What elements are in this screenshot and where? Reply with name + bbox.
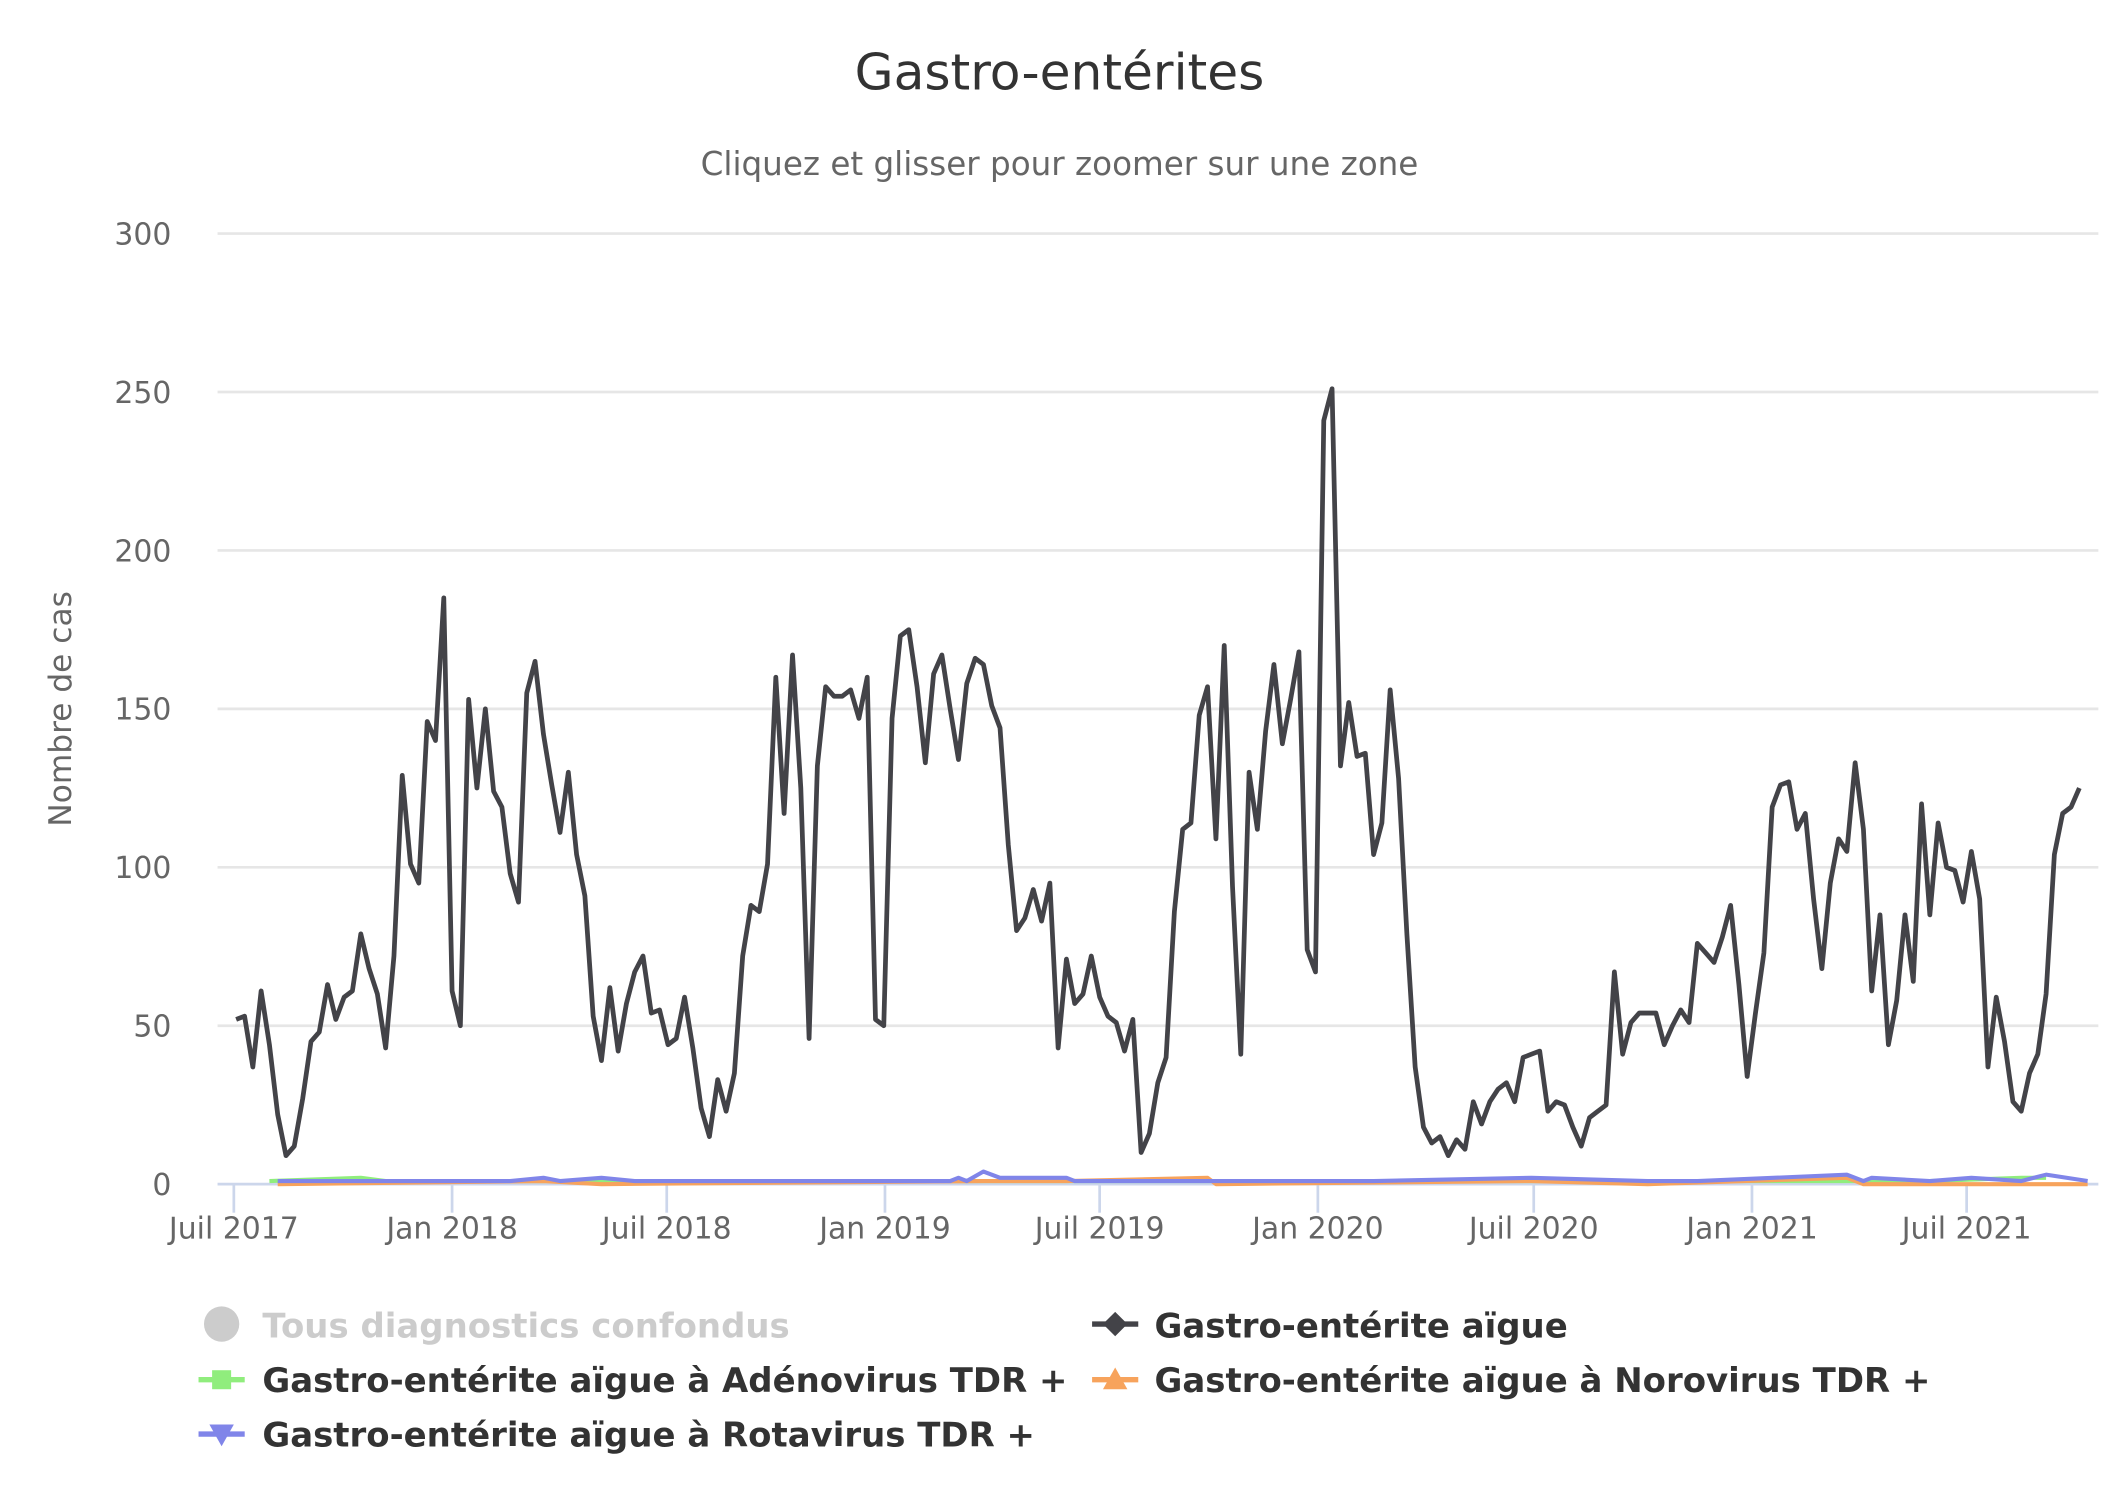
y-tick-label: 50 xyxy=(133,1010,171,1045)
legend-label: Gastro-entérite aïgue xyxy=(1155,1307,1568,1347)
y-axis-label: Nombre de cas xyxy=(43,591,79,826)
series-4[interactable] xyxy=(277,1169,2088,1184)
series-1[interactable] xyxy=(235,386,2082,1159)
y-tick-label: 200 xyxy=(114,534,171,569)
x-axis-ticks: Juil 2017 Jan 2018 Juil 2018 Jan 2019 Juil 2… xyxy=(167,1184,2032,1246)
legend: Tous diagnostics confondus Gastro-entéri… xyxy=(198,1306,1930,1455)
legend-item-tous-diagnostics[interactable]: Tous diagnostics confondus xyxy=(203,1306,790,1347)
legend-item-rotavirus[interactable]: Gastro-entérite aïgue à Rotavirus TDR + xyxy=(198,1415,1035,1455)
y-tick-label: 100 xyxy=(114,851,171,886)
x-tick-label: Juil 2020 xyxy=(1467,1211,1599,1246)
legend-label: Gastro-entérite aïgue à Adénovirus TDR + xyxy=(262,1361,1067,1401)
y-tick-label: 300 xyxy=(114,217,171,252)
plot-area[interactable] xyxy=(235,386,2088,1187)
x-tick-label: Juil 2019 xyxy=(1033,1211,1165,1246)
y-axis-ticks: 0 50 100 150 200 250 300 xyxy=(114,217,171,1203)
chart-title: Gastro-entérites xyxy=(855,43,1265,102)
diamond-marker-icon xyxy=(1102,1311,1128,1337)
legend-label: Gastro-entérite aïgue à Norovirus TDR + xyxy=(1155,1361,1931,1401)
legend-item-norovirus[interactable]: Gastro-entérite aïgue à Norovirus TDR + xyxy=(1092,1361,1930,1401)
square-marker-icon xyxy=(212,1370,232,1390)
x-tick-label: Juil 2018 xyxy=(600,1211,732,1246)
series-line xyxy=(235,386,2082,1159)
circle-marker-icon xyxy=(203,1306,240,1342)
legend-label: Tous diagnostics confondus xyxy=(262,1307,789,1347)
x-tick-label: Jan 2019 xyxy=(817,1211,951,1246)
triangle-down-marker-icon xyxy=(209,1424,234,1447)
grid-lines xyxy=(217,232,2099,1028)
x-tick-label: Jan 2018 xyxy=(384,1211,518,1246)
x-tick-label: Jan 2020 xyxy=(1250,1211,1384,1246)
legend-item-adenovirus[interactable]: Gastro-entérite aïgue à Adénovirus TDR + xyxy=(198,1361,1068,1401)
y-tick-label: 0 xyxy=(152,1168,171,1203)
legend-label: Gastro-entérite aïgue à Rotavirus TDR + xyxy=(262,1415,1035,1455)
x-tick-label: Juil 2021 xyxy=(1900,1211,2032,1246)
triangle-marker-icon xyxy=(1102,1367,1128,1390)
y-tick-label: 250 xyxy=(114,376,171,411)
x-tick-label: Juil 2017 xyxy=(167,1211,299,1246)
y-tick-label: 150 xyxy=(114,693,171,728)
x-tick-label: Jan 2021 xyxy=(1684,1211,1818,1246)
chart-subtitle: Cliquez et glisser pour zoomer sur une z… xyxy=(701,145,1419,183)
legend-item-gastro-enterite-aigue[interactable]: Gastro-entérite aïgue xyxy=(1092,1307,1568,1347)
